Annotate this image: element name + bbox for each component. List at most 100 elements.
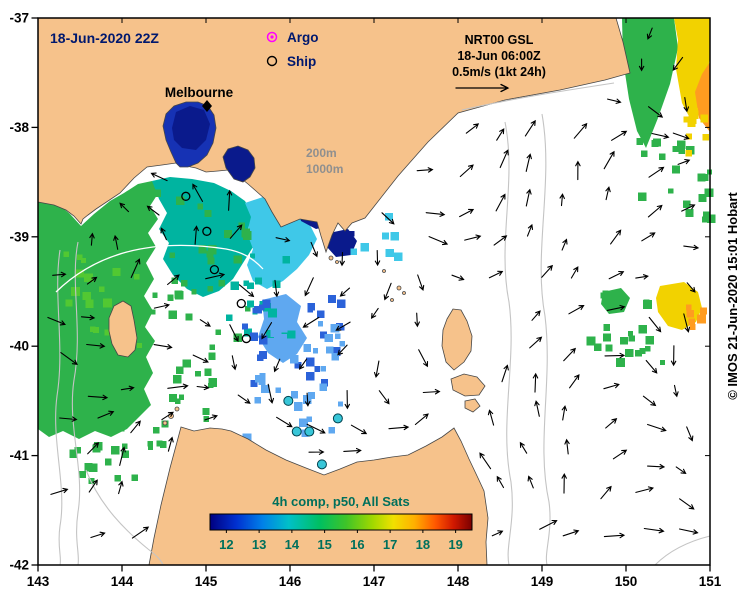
sst-pixel [324,333,333,343]
current-arrow [238,284,255,298]
current-arrow [638,58,645,72]
sst-pixel [198,245,207,254]
sst-cyan [245,197,317,289]
sst-pixel [257,354,264,362]
sst-pixel [259,372,266,380]
current-arrow [561,238,568,251]
colorbar-tick-label: 17 [383,537,397,552]
current-arrow [273,358,281,373]
sst-pixel [85,299,94,308]
x-axis-label: 143 [27,574,50,589]
sst-pixel [247,282,254,290]
current-arrow [310,241,318,258]
current-arrow [229,224,243,239]
current-arrow [642,395,657,407]
sst-pixel [593,343,602,352]
sst-pixel [275,387,281,393]
current-arrow [150,172,168,182]
sst-pixel [305,371,315,381]
sst-pixel [254,277,263,285]
current-arrow [261,322,273,340]
contour-tasmania-west [85,469,164,566]
sst-pixel [330,323,340,333]
colorbar-tick-label: 13 [252,537,266,552]
current-arrow [573,122,588,139]
sst-pixel [74,447,81,454]
current-arrow [113,234,119,250]
sst-pixel [82,291,91,301]
sst-pixel [697,173,706,182]
current-arrow [87,394,109,401]
current-arrow [50,487,69,495]
current-arrow [193,225,199,245]
current-arrow [153,344,173,350]
current-arrow [493,235,508,246]
x-axis-label: 146 [279,574,302,589]
current-arrow [131,526,150,539]
current-arrow [304,277,314,297]
current-arrow [678,528,699,535]
glennie-island [328,255,334,261]
current-arrow [647,463,666,470]
sst-pixel [360,243,369,252]
sst-pixel [317,310,325,319]
current-arrow [422,388,441,395]
ship-observation [202,226,212,236]
date-label: 18-Jun-2020 22Z [50,30,159,46]
x-axis-label: 145 [195,574,218,589]
current-arrow [119,202,130,213]
sst-pixel [272,280,281,288]
current-arrow [488,270,504,279]
current-arrow [339,251,345,267]
current-arrow [541,264,553,278]
current-arrow [529,336,543,349]
current-arrow [648,166,665,178]
y-axis-label: -42 [9,558,29,573]
current-arrow [153,303,171,309]
current-arrow [569,374,580,389]
sst-pixel [218,280,226,287]
current-arrow [459,164,474,178]
contour-label-1000m: 1000m [306,162,343,176]
current-arrow [562,529,580,537]
sst-pixel [331,353,339,361]
sst-pixel [349,231,355,237]
current-arrow [643,527,665,534]
current-arrow [59,416,78,422]
current-arrow [343,447,362,454]
current-arrow [167,274,180,286]
sst-pixel [178,394,185,400]
sst-pixel [147,444,154,451]
current-arrow [683,244,700,251]
current-arrow [465,123,480,134]
x-axis-label: 151 [699,574,722,589]
argo-legend-icon-dot [270,35,274,39]
sst-pixel [689,110,699,120]
sst-ne-orange [695,62,710,132]
sst-pixel [685,208,694,218]
ship-observation [181,191,191,201]
sst-pixel [668,188,674,194]
sst-pixel [80,257,87,264]
sst-pixel [628,331,634,337]
current-arrow [539,519,558,530]
sst-pixel [111,446,120,455]
current-arrow [564,438,570,455]
contour-200m-west [71,241,81,566]
sst-pixel [644,345,651,352]
sst-ne-green [622,18,678,148]
sst-pixel [136,342,143,348]
current-arrow [647,106,664,118]
sst-pixel [204,368,212,376]
contour-1000m-east [540,113,551,566]
sst-pixel [701,174,709,181]
current-arrow [604,352,626,359]
sst-pixel [639,347,646,355]
sst-pixel [103,298,112,308]
current-arrow [167,436,174,452]
current-arrow [570,266,579,279]
sst-pixel [224,230,232,238]
ship-observation [236,298,246,309]
